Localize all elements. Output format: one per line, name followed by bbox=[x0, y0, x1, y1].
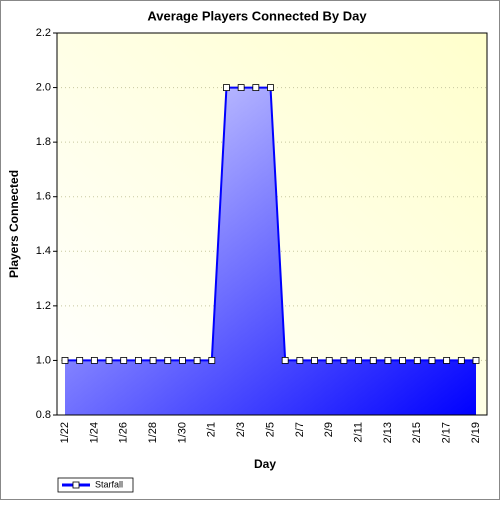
marker bbox=[179, 357, 186, 364]
y-tick-label: 1.4 bbox=[36, 245, 51, 257]
x-tick-label: 1/22 bbox=[59, 422, 71, 443]
marker bbox=[311, 357, 318, 364]
x-tick-label: 2/11 bbox=[352, 422, 364, 443]
marker bbox=[472, 357, 480, 364]
marker bbox=[384, 357, 392, 364]
marker bbox=[325, 357, 333, 364]
y-tick-label: 1.0 bbox=[36, 354, 51, 366]
x-tick-label: 2/15 bbox=[411, 422, 423, 443]
marker bbox=[355, 357, 362, 364]
x-tick-label: 1/30 bbox=[176, 422, 188, 443]
marker bbox=[413, 357, 421, 364]
marker bbox=[208, 357, 216, 364]
y-tick-label: 2.0 bbox=[36, 81, 51, 93]
x-tick-label: 1/26 bbox=[118, 422, 130, 443]
x-tick-label: 2/3 bbox=[235, 422, 247, 437]
marker bbox=[149, 357, 157, 364]
y-tick-label: 1.8 bbox=[36, 136, 51, 148]
x-tick-label: 1/28 bbox=[147, 422, 159, 443]
x-tick-label: 2/7 bbox=[294, 422, 306, 437]
marker bbox=[61, 357, 69, 364]
x-tick-label: 2/13 bbox=[382, 422, 394, 443]
area bbox=[65, 87, 476, 416]
marker bbox=[237, 84, 245, 91]
marker bbox=[443, 357, 451, 364]
marker bbox=[340, 357, 348, 364]
plot-border bbox=[56, 32, 488, 416]
y-tick-label: 1.2 bbox=[36, 300, 51, 312]
marker bbox=[120, 357, 128, 364]
marker bbox=[76, 357, 84, 364]
marker bbox=[252, 84, 260, 91]
marker bbox=[164, 357, 172, 364]
marker bbox=[369, 357, 377, 364]
x-tick-label: 1/24 bbox=[88, 422, 100, 443]
marker bbox=[428, 357, 436, 364]
marker bbox=[399, 357, 407, 364]
marker bbox=[281, 357, 289, 364]
x-axis-title: Day bbox=[254, 457, 276, 471]
marker bbox=[105, 357, 113, 364]
marker bbox=[90, 357, 98, 364]
legend-marker bbox=[72, 481, 80, 489]
y-tick-label: 0.8 bbox=[36, 409, 51, 421]
x-tick-label: 2/9 bbox=[323, 422, 335, 437]
y-tick-label: 1.6 bbox=[36, 191, 51, 203]
marker bbox=[193, 357, 201, 364]
legend-box bbox=[57, 477, 134, 493]
y-axis-title: Players Connected bbox=[7, 170, 21, 278]
x-tick-label: 2/19 bbox=[470, 422, 482, 443]
marker bbox=[457, 357, 465, 364]
marker bbox=[134, 357, 142, 364]
marker bbox=[296, 357, 304, 364]
legend-label: Starfall bbox=[95, 479, 123, 489]
marker bbox=[267, 84, 274, 91]
marker bbox=[223, 84, 230, 91]
x-tick-label: 2/17 bbox=[441, 422, 453, 443]
x-tick-label: 2/1 bbox=[206, 422, 218, 437]
chart-title: Average Players Connected By Day bbox=[147, 8, 367, 23]
x-tick-label: 2/5 bbox=[264, 422, 276, 437]
y-tick-label: 2.2 bbox=[36, 27, 51, 39]
